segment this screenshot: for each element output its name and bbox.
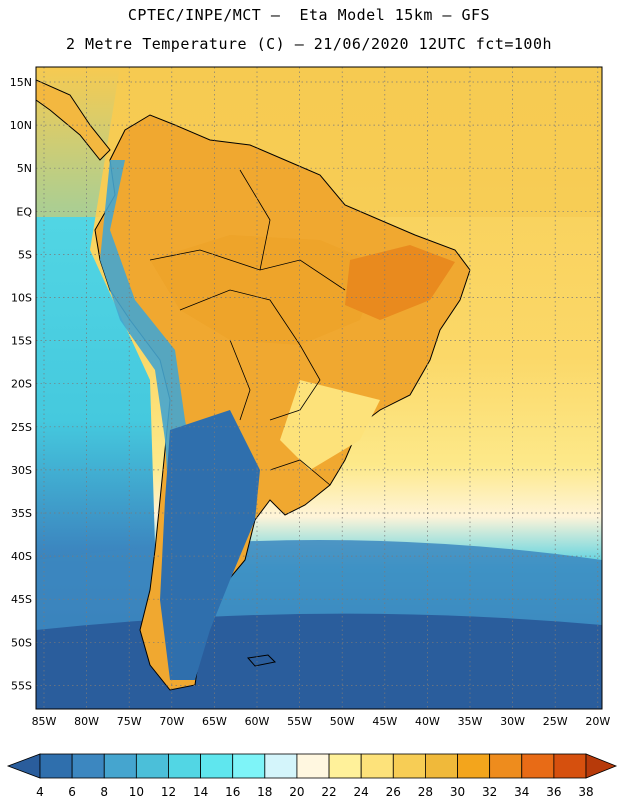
lat-label: 10S bbox=[11, 292, 32, 305]
colorbar-label: 36 bbox=[546, 785, 561, 799]
lat-label: 5S bbox=[18, 248, 32, 261]
lon-label: 85W bbox=[32, 715, 57, 728]
latitude-labels: 15N 10N 5N EQ 5S 10S 15S 20S 25S 30S 35S 40S 45S 50S 5… bbox=[10, 76, 33, 692]
colorbar-label: 4 bbox=[36, 785, 44, 799]
colorbar-swatch bbox=[328, 753, 362, 779]
lon-label: 70W bbox=[159, 715, 184, 728]
colorbar-label: 6 bbox=[68, 785, 76, 799]
lon-label: 25W bbox=[543, 715, 568, 728]
lon-label: 45W bbox=[372, 715, 397, 728]
colorbar-swatch bbox=[264, 753, 298, 779]
amazon-region bbox=[150, 235, 380, 345]
lat-label: 15S bbox=[11, 335, 32, 348]
lat-label: 5N bbox=[17, 162, 32, 175]
lat-label: 25S bbox=[11, 421, 32, 434]
central-america bbox=[36, 79, 111, 161]
colorbar-label: 22 bbox=[321, 785, 336, 799]
colorbar-label: 16 bbox=[225, 785, 240, 799]
colorbar-label: 14 bbox=[193, 785, 208, 799]
lon-label: 75W bbox=[117, 715, 142, 728]
colorbar-label: 30 bbox=[450, 785, 465, 799]
falkland-islands bbox=[247, 654, 277, 667]
lon-label: 30W bbox=[500, 715, 525, 728]
colorbar-label: 18 bbox=[257, 785, 272, 799]
lat-label: 15N bbox=[10, 76, 32, 89]
lon-label: 55W bbox=[287, 715, 312, 728]
lat-label: EQ bbox=[16, 205, 32, 218]
title-line-2: 2 Metre Temperature (C) – 21/06/2020 12U… bbox=[65, 35, 553, 53]
colorbar: 4 6 8 10 12 14 16 18 20 22 24 26 28 30 32 34 36 38 bbox=[6, 753, 618, 799]
colorbar-swatch bbox=[200, 753, 234, 779]
colorbar-label: 20 bbox=[289, 785, 304, 799]
colorbar-label: 34 bbox=[514, 785, 529, 799]
longitude-labels: 85W 80W 75W 70W 65W 60W 55W 50W 45W 40W 35W 30W 25W 2… bbox=[32, 715, 611, 728]
lat-label: 55S bbox=[11, 679, 32, 692]
colorbar-swatch bbox=[103, 753, 137, 779]
lat-label: 40S bbox=[11, 550, 32, 563]
colorbar-swatch bbox=[168, 753, 201, 779]
lat-label: 30S bbox=[11, 464, 32, 477]
colorbar-swatch bbox=[360, 753, 394, 779]
colorbar-label: 38 bbox=[578, 785, 593, 799]
lon-label: 35W bbox=[458, 715, 483, 728]
lon-label: 50W bbox=[330, 715, 355, 728]
plot-frame bbox=[35, 66, 603, 710]
lon-label: 20W bbox=[585, 715, 610, 728]
colorbar-swatch bbox=[135, 753, 169, 779]
country-borders bbox=[149, 169, 346, 486]
colorbar-swatch bbox=[489, 753, 523, 779]
lon-label: 65W bbox=[202, 715, 227, 728]
colorbar-swatch bbox=[71, 753, 105, 779]
colorbar-label: 32 bbox=[482, 785, 497, 799]
colorbar-label: 10 bbox=[129, 785, 144, 799]
lat-label: 45S bbox=[11, 593, 32, 606]
patagonia-cold bbox=[160, 410, 260, 680]
lat-label: 20S bbox=[11, 378, 32, 391]
colorbar-swatch bbox=[553, 753, 587, 779]
lon-label: 60W bbox=[245, 715, 270, 728]
lat-label: 10N bbox=[10, 119, 32, 132]
southern-ocean-deep bbox=[36, 613, 602, 709]
colorbar-label: 26 bbox=[386, 785, 401, 799]
colorbar-label: 24 bbox=[354, 785, 369, 799]
lat-label: 50S bbox=[11, 636, 32, 649]
northeast-hot bbox=[345, 245, 455, 320]
colorbar-arrow-low bbox=[6, 753, 41, 779]
colorbar-swatch bbox=[425, 753, 458, 779]
colorbar-label: 8 bbox=[100, 785, 108, 799]
colorbar-label: 28 bbox=[418, 785, 433, 799]
colorbar-swatch bbox=[232, 753, 266, 779]
lon-label: 80W bbox=[74, 715, 99, 728]
lat-label: 35S bbox=[11, 507, 32, 520]
colorbar-swatch bbox=[521, 753, 555, 779]
colorbar-swatch bbox=[392, 753, 426, 779]
lon-label: 40W bbox=[415, 715, 440, 728]
colorbar-swatch bbox=[39, 753, 73, 779]
colorbar-swatch bbox=[457, 753, 491, 779]
title-line-1: CPTEC/INPE/MCT – Eta Model 15km – GFS bbox=[127, 6, 491, 24]
colorbar-label: 12 bbox=[161, 785, 176, 799]
colorbar-arrow-high bbox=[585, 753, 618, 779]
colorbar-swatch bbox=[296, 753, 330, 779]
